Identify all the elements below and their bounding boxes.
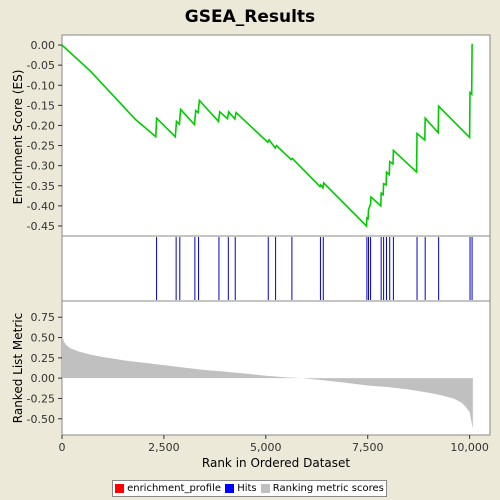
rank-y-tick-label: 0.25 bbox=[31, 352, 56, 365]
legend-label: Ranking metric scores bbox=[272, 483, 384, 494]
rank-y-tick-label: 0.75 bbox=[31, 311, 56, 324]
legend-item-enrichment-profile: enrichment_profile bbox=[115, 483, 221, 494]
ranking-swatch bbox=[260, 484, 270, 493]
es-y-tick-label: -0.20 bbox=[27, 119, 55, 132]
legend-item-ranking: Ranking metric scores bbox=[260, 483, 384, 494]
es-y-tick-label: -0.15 bbox=[27, 99, 55, 112]
es-y-tick-label: -0.40 bbox=[27, 200, 55, 213]
rank-y-tick-label: -0.50 bbox=[27, 413, 55, 426]
rank-y-tick-label: 0.00 bbox=[31, 372, 56, 385]
enrichment-panel bbox=[61, 34, 491, 237]
rank-y-axis-label: Ranked List Metric bbox=[11, 313, 25, 423]
es-y-tick-label: -0.30 bbox=[27, 160, 55, 173]
legend-item-hits: Hits bbox=[225, 483, 257, 494]
es-y-tick-label: -0.25 bbox=[27, 140, 55, 153]
es-y-tick-label: -0.45 bbox=[27, 220, 55, 233]
es-y-axis-label: Enrichment Score (ES) bbox=[11, 70, 25, 205]
legend: enrichment_profile Hits Ranking metric s… bbox=[112, 480, 387, 497]
x-tick-label: 0 bbox=[59, 441, 66, 454]
enrichment-profile-line bbox=[61, 43, 473, 228]
x-tick-label: 10,000 bbox=[450, 441, 489, 454]
es-y-tick-label: -0.35 bbox=[27, 180, 55, 193]
x-tick-label: 5,000 bbox=[250, 441, 282, 454]
x-tick-label: 2,500 bbox=[148, 441, 180, 454]
hits-swatch bbox=[225, 484, 235, 493]
enrichment-profile-swatch bbox=[115, 484, 125, 493]
ranking-metric-area bbox=[62, 335, 473, 429]
rank-y-tick-label: -0.25 bbox=[27, 392, 55, 405]
chart-title: GSEA_Results bbox=[185, 7, 315, 27]
es-y-tick-label: -0.10 bbox=[27, 79, 55, 92]
x-tick-label: 7,500 bbox=[352, 441, 384, 454]
rank-y-tick-label: 0.50 bbox=[31, 332, 56, 345]
es-y-tick-label: -0.05 bbox=[27, 59, 55, 72]
legend-label: Hits bbox=[237, 483, 257, 494]
legend-label: enrichment_profile bbox=[127, 483, 222, 494]
x-axis-label: Rank in Ordered Dataset bbox=[202, 456, 350, 470]
es-y-tick-label: 0.00 bbox=[31, 39, 56, 52]
